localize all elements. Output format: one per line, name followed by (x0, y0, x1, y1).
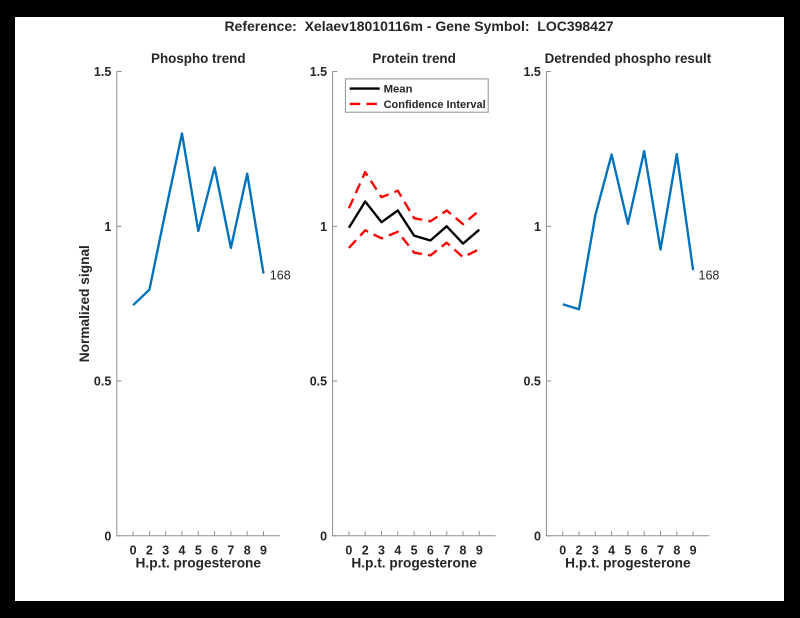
svg-text:4: 4 (608, 543, 615, 557)
svg-text:0: 0 (534, 529, 541, 543)
svg-text:H.p.t. progesterone: H.p.t. progesterone (136, 556, 262, 571)
svg-text:8: 8 (244, 543, 251, 557)
svg-text:Protein trend: Protein trend (372, 51, 455, 66)
svg-text:8: 8 (673, 543, 680, 557)
svg-text:2: 2 (362, 543, 369, 557)
svg-text:Phospho trend: Phospho trend (151, 51, 245, 66)
svg-text:1: 1 (534, 220, 541, 234)
svg-text:0: 0 (559, 543, 566, 557)
svg-text:5: 5 (195, 543, 202, 557)
svg-text:2: 2 (146, 543, 153, 557)
svg-text:168: 168 (270, 268, 291, 282)
svg-text:7: 7 (443, 543, 450, 557)
svg-text:1: 1 (104, 220, 111, 234)
svg-text:Detrended phospho result: Detrended phospho result (545, 51, 712, 66)
svg-text:H.p.t. progesterone: H.p.t. progesterone (351, 556, 477, 571)
svg-text:168: 168 (699, 269, 720, 283)
svg-text:Mean: Mean (384, 84, 413, 96)
svg-text:9: 9 (476, 543, 483, 557)
svg-text:9: 9 (260, 543, 267, 557)
svg-text:Reference: Xelaev18010116m -: Reference: Xelaev18010116m - Gene Symbol… (224, 18, 613, 34)
svg-text:1.5: 1.5 (310, 65, 327, 79)
svg-text:2: 2 (576, 543, 583, 557)
svg-text:6: 6 (427, 543, 434, 557)
svg-text:6: 6 (211, 543, 218, 557)
svg-text:0.5: 0.5 (310, 375, 327, 389)
svg-text:3: 3 (378, 543, 385, 557)
svg-text:H.p.t. progesterone: H.p.t. progesterone (565, 556, 691, 571)
svg-text:8: 8 (460, 543, 467, 557)
svg-text:0.5: 0.5 (524, 375, 541, 389)
svg-text:0: 0 (104, 529, 111, 543)
svg-text:3: 3 (592, 543, 599, 557)
svg-text:Confidence Interval: Confidence Interval (384, 99, 486, 111)
svg-text:9: 9 (690, 543, 697, 557)
svg-text:5: 5 (624, 543, 631, 557)
svg-text:7: 7 (657, 543, 664, 557)
svg-text:0: 0 (345, 543, 352, 557)
svg-text:0: 0 (320, 529, 327, 543)
svg-text:1: 1 (320, 220, 327, 234)
svg-text:Normalized signal: Normalized signal (77, 245, 92, 362)
svg-text:7: 7 (227, 543, 234, 557)
svg-text:1.5: 1.5 (524, 65, 541, 79)
svg-text:3: 3 (162, 543, 169, 557)
svg-text:1.5: 1.5 (94, 65, 111, 79)
svg-text:6: 6 (641, 543, 648, 557)
svg-text:5: 5 (411, 543, 418, 557)
svg-text:4: 4 (394, 543, 401, 557)
svg-text:0.5: 0.5 (94, 375, 111, 389)
svg-text:0: 0 (130, 543, 137, 557)
svg-text:4: 4 (179, 543, 186, 557)
